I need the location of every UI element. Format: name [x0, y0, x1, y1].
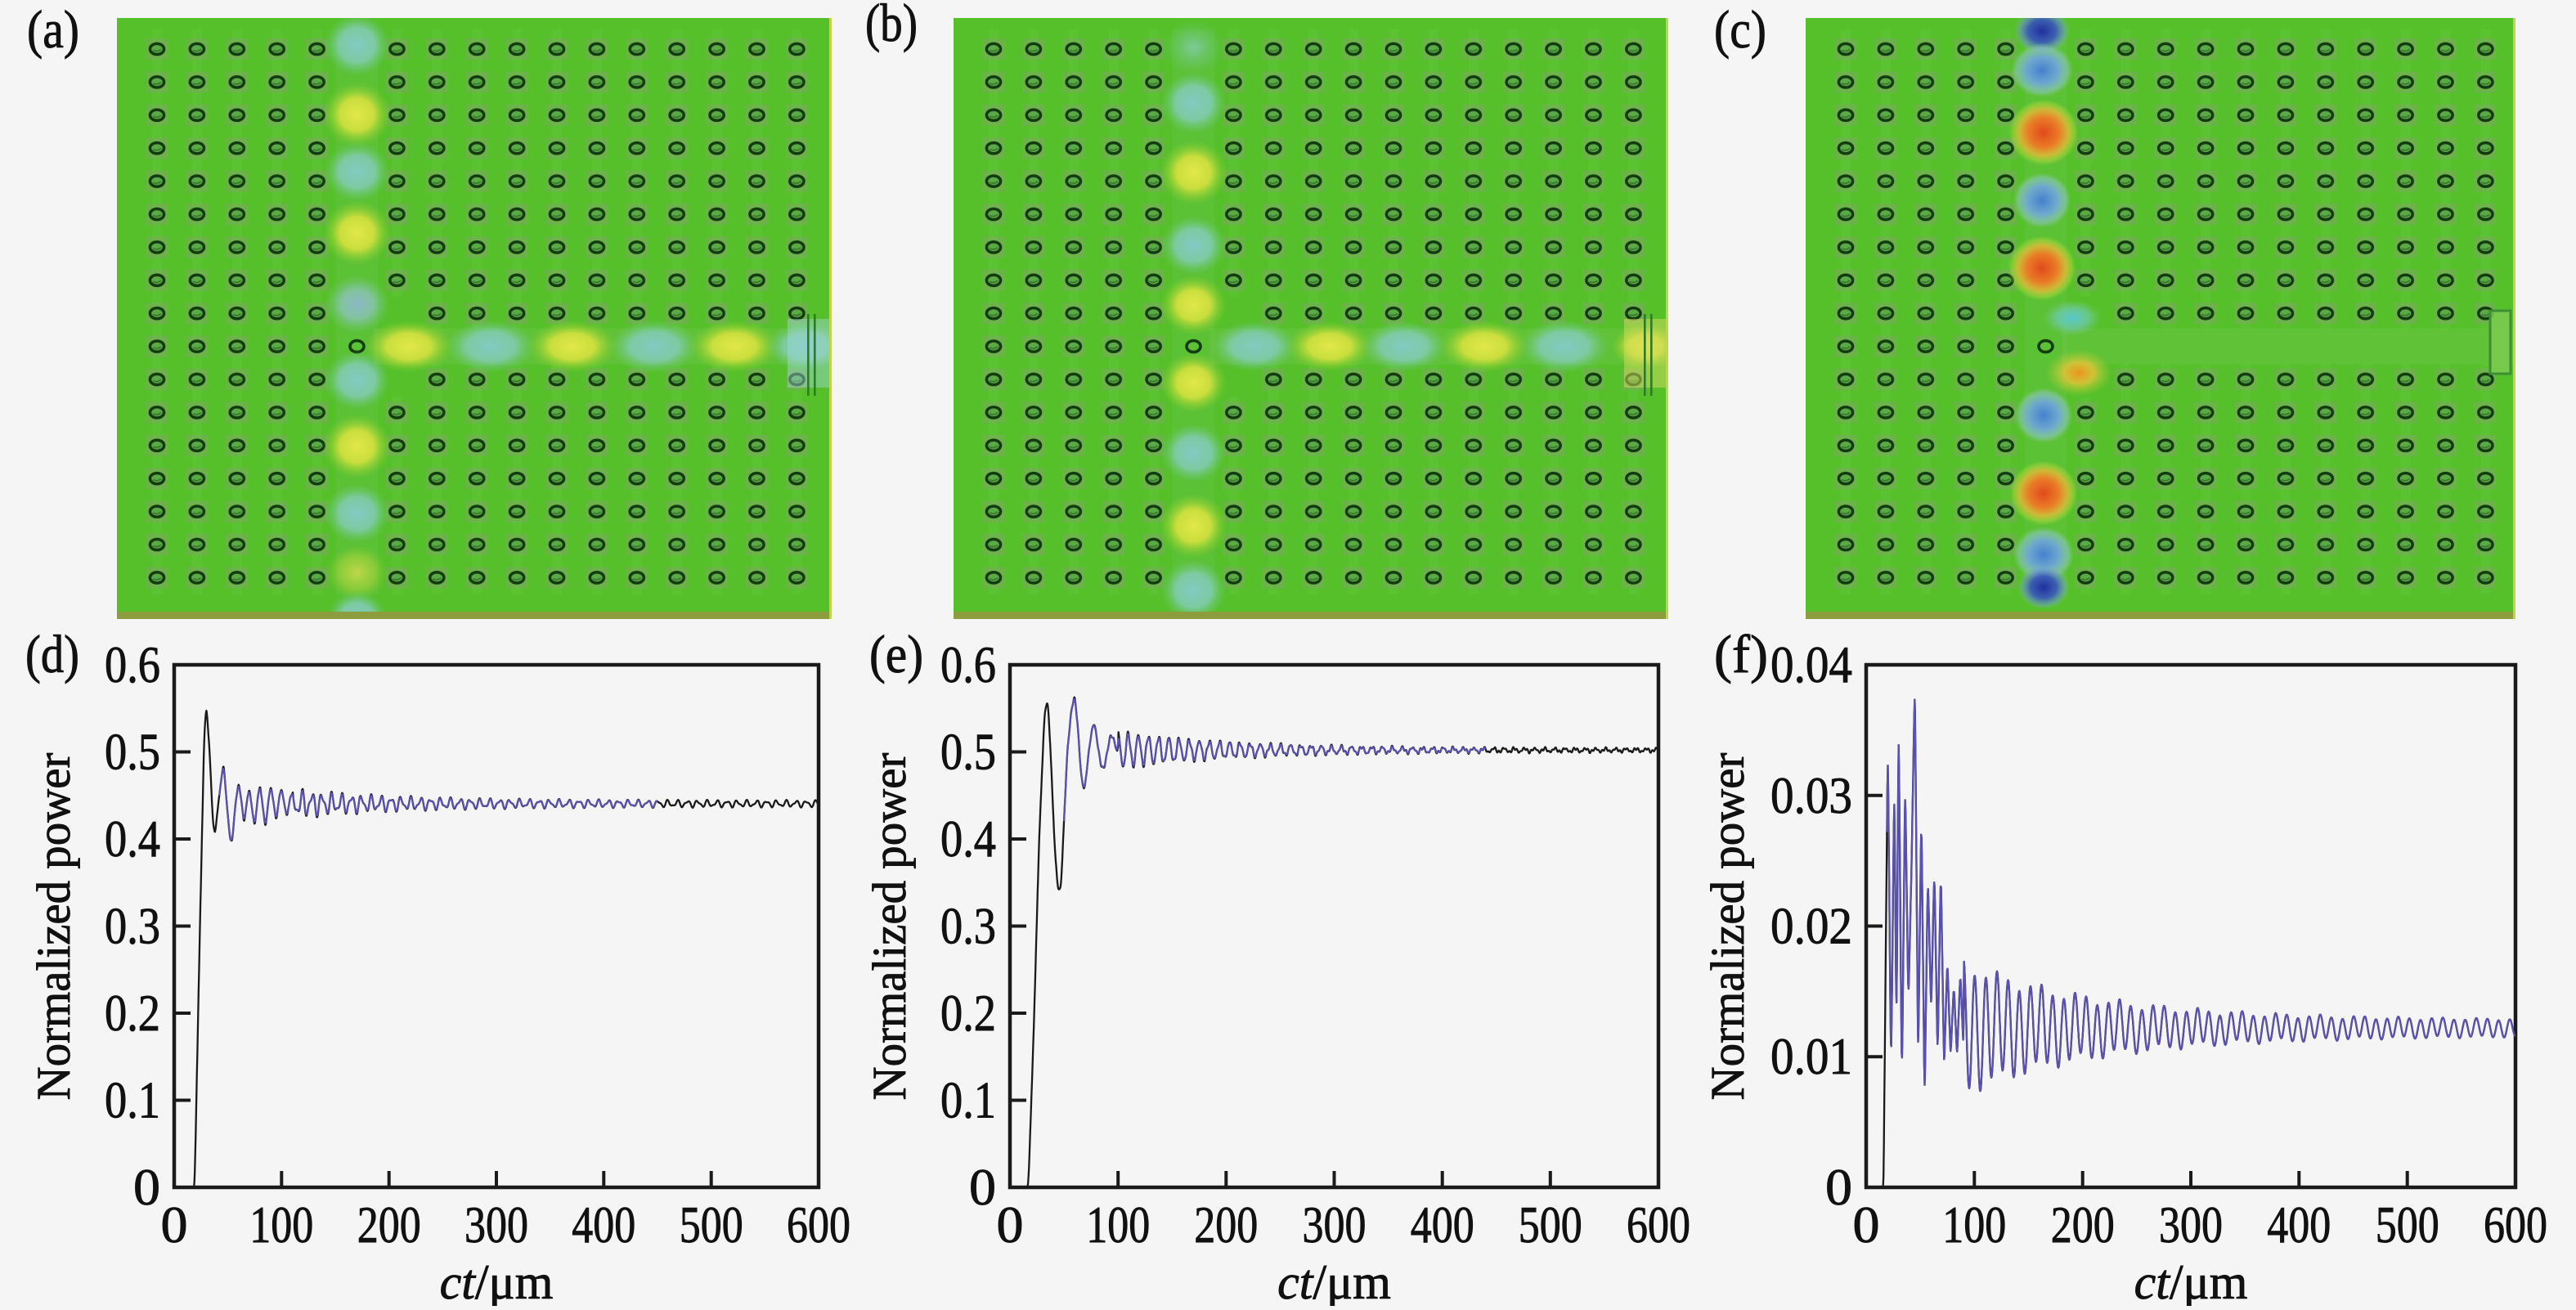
svg-text:(e): (e) — [869, 625, 923, 684]
svg-text:Normalized power: Normalized power — [863, 753, 916, 1101]
svg-text:0.5: 0.5 — [105, 724, 160, 781]
svg-text:300: 300 — [464, 1196, 528, 1254]
svg-text:0.1: 0.1 — [940, 1072, 996, 1129]
svg-text:0: 0 — [1853, 1196, 1880, 1254]
svg-text:200: 200 — [357, 1196, 421, 1254]
svg-text:0.3: 0.3 — [105, 898, 160, 955]
svg-text:500: 500 — [680, 1196, 743, 1254]
svg-text:0: 0 — [997, 1196, 1024, 1254]
svg-text:0: 0 — [133, 1159, 160, 1216]
svg-text:300: 300 — [1303, 1196, 1367, 1254]
svg-text:0: 0 — [161, 1196, 188, 1254]
svg-text:100: 100 — [249, 1196, 313, 1254]
svg-text:100: 100 — [1942, 1196, 2006, 1254]
svg-text:0.4: 0.4 — [940, 810, 996, 868]
svg-text:600: 600 — [2484, 1196, 2547, 1254]
svg-text:ct/μm: ct/μm — [1277, 1255, 1391, 1306]
svg-text:(b): (b) — [865, 0, 918, 53]
svg-text:0.01: 0.01 — [1770, 1028, 1852, 1085]
svg-text:400: 400 — [572, 1196, 635, 1254]
svg-text:0.2: 0.2 — [105, 985, 160, 1042]
svg-text:ct/μm: ct/μm — [2134, 1255, 2248, 1306]
svg-text:0.03: 0.03 — [1770, 767, 1852, 824]
svg-text:0.2: 0.2 — [940, 985, 996, 1042]
svg-text:200: 200 — [1194, 1196, 1258, 1254]
svg-text:0.6: 0.6 — [940, 636, 996, 693]
svg-text:ct/μm: ct/μm — [440, 1255, 554, 1306]
svg-text:0.04: 0.04 — [1770, 636, 1852, 693]
svg-text:300: 300 — [2159, 1196, 2223, 1254]
svg-text:400: 400 — [2267, 1196, 2331, 1254]
svg-text:0.1: 0.1 — [105, 1072, 160, 1129]
svg-text:(f): (f) — [1714, 625, 1768, 684]
svg-text:0: 0 — [1825, 1159, 1852, 1216]
svg-text:0.6: 0.6 — [105, 636, 160, 693]
svg-text:600: 600 — [787, 1196, 850, 1254]
svg-text:100: 100 — [1086, 1196, 1150, 1254]
svg-text:0.4: 0.4 — [105, 810, 160, 868]
svg-text:500: 500 — [1519, 1196, 1582, 1254]
svg-text:0: 0 — [969, 1159, 996, 1216]
svg-text:500: 500 — [2376, 1196, 2439, 1254]
svg-text:(a): (a) — [27, 0, 79, 60]
svg-text:400: 400 — [1411, 1196, 1474, 1254]
svg-text:0.02: 0.02 — [1770, 898, 1852, 955]
svg-text:200: 200 — [2051, 1196, 2115, 1254]
svg-text:(d): (d) — [25, 625, 79, 684]
svg-text:0.3: 0.3 — [940, 898, 996, 955]
svg-text:0.5: 0.5 — [940, 724, 996, 781]
svg-text:(c): (c) — [1714, 0, 1766, 60]
svg-text:Normalized power: Normalized power — [27, 753, 80, 1101]
svg-text:600: 600 — [1627, 1196, 1690, 1254]
svg-text:Normalized power: Normalized power — [1701, 753, 1754, 1101]
